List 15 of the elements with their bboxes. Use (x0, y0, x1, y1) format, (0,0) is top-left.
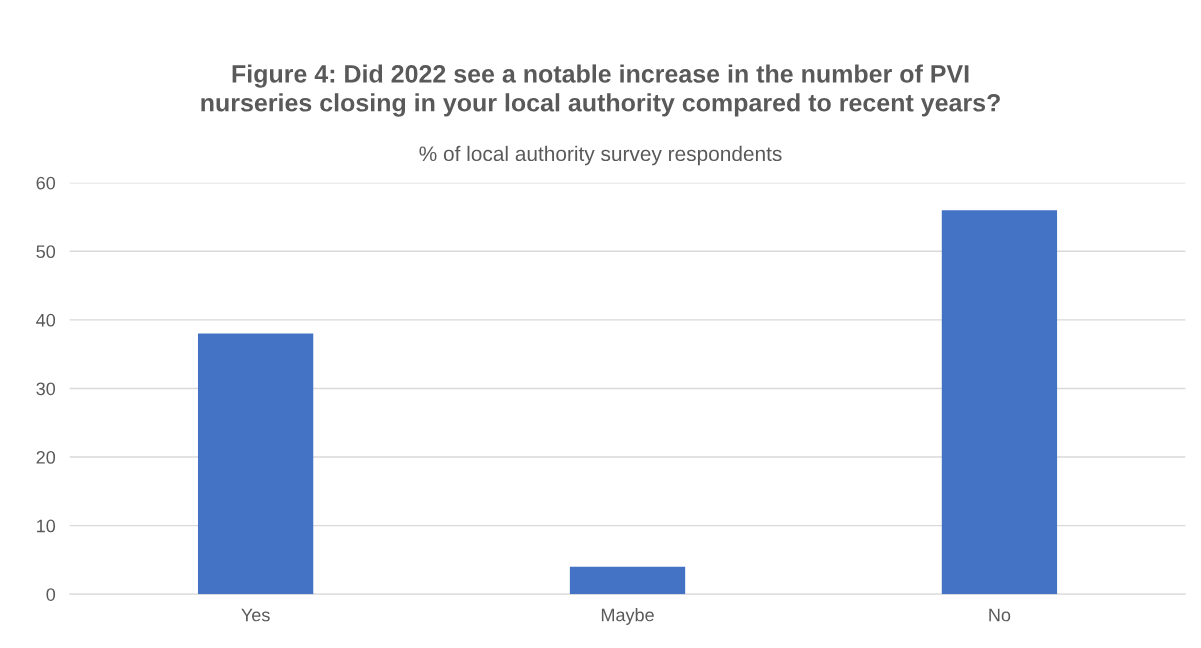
y-tick-label: 30 (36, 382, 56, 396)
y-tick-label: 20 (36, 450, 56, 464)
y-tick-label: 10 (37, 519, 56, 533)
chart-subtitle: % of local authority survey respondents (419, 145, 782, 166)
x-tick-label: No (989, 608, 1011, 622)
bar (197, 333, 314, 595)
bar (569, 566, 686, 595)
y-tick-label: 60 (36, 176, 56, 190)
x-tick-label: Maybe (601, 608, 654, 625)
chart-title: Figure 4: Did 2022 see a notable increase in the number of PVI nurseries closing in your local authority compared to recent years? (201, 64, 1000, 117)
y-tick-label: 0 (46, 588, 56, 601)
y-tick-label: 40 (36, 313, 56, 327)
x-tick-label: Yes (241, 608, 270, 622)
y-tick-label: 50 (36, 245, 56, 259)
bar (941, 210, 1058, 595)
